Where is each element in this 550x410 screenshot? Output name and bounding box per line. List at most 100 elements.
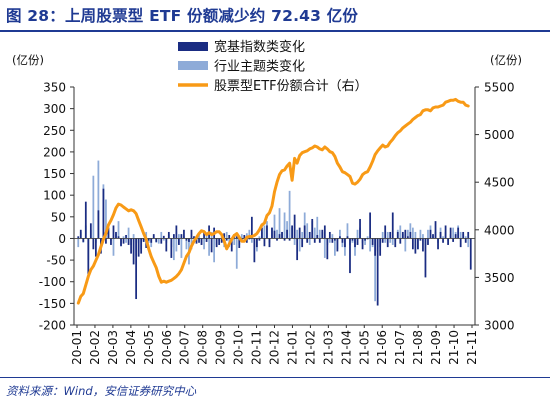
sector-bar bbox=[404, 238, 407, 252]
sector-bar bbox=[384, 238, 387, 243]
sector-bar bbox=[105, 199, 107, 239]
sector-bar bbox=[172, 238, 175, 261]
broad-bar bbox=[215, 238, 218, 248]
broad-bar bbox=[77, 236, 80, 239]
broad-bar bbox=[273, 230, 276, 239]
broad-bar bbox=[389, 231, 392, 239]
sector-bar bbox=[467, 238, 470, 248]
broad-bar bbox=[457, 227, 460, 239]
broad-bar bbox=[92, 238, 95, 250]
broad-bar bbox=[308, 231, 311, 239]
broad-bar bbox=[391, 212, 394, 239]
sector-bar bbox=[366, 236, 369, 239]
x-tick-label: 20-10 bbox=[232, 330, 246, 365]
sector-bar bbox=[339, 229, 341, 239]
broad-bar bbox=[359, 218, 361, 239]
source-rule bbox=[0, 377, 550, 378]
broad-bar bbox=[334, 238, 336, 241]
sector-bar bbox=[354, 238, 356, 256]
broad-bar bbox=[243, 234, 246, 239]
broad-bar bbox=[376, 238, 379, 306]
broad-bar bbox=[283, 238, 286, 241]
sector-bar bbox=[369, 238, 371, 252]
broad-bar bbox=[364, 238, 366, 241]
broad-bar bbox=[361, 238, 364, 250]
broad-bar bbox=[135, 238, 138, 300]
broad-bar bbox=[210, 238, 213, 253]
broad-bar bbox=[203, 231, 205, 239]
sector-bar bbox=[414, 231, 417, 239]
sector-bar bbox=[406, 229, 409, 239]
broad-bar bbox=[142, 238, 145, 242]
broad-bar bbox=[152, 234, 155, 239]
broad-bar bbox=[286, 229, 288, 239]
sector-bar bbox=[235, 238, 238, 269]
broad-bar bbox=[110, 238, 112, 245]
broad-bar bbox=[122, 238, 125, 244]
broad-bar bbox=[296, 238, 299, 261]
broad-bar bbox=[105, 238, 107, 244]
x-tick-label: 20-11 bbox=[250, 330, 264, 365]
sector-bar bbox=[263, 225, 266, 239]
sector-bar bbox=[203, 238, 205, 250]
broad-bar bbox=[371, 238, 374, 245]
sector-bar bbox=[346, 223, 349, 239]
broad-bar bbox=[256, 238, 258, 248]
broad-bar bbox=[235, 236, 238, 239]
left-axis-unit: (亿份) bbox=[12, 53, 44, 67]
broad-bar bbox=[220, 238, 223, 243]
sector-bar bbox=[180, 238, 183, 258]
legend-label: 宽基指数类变化 bbox=[214, 39, 305, 55]
sector-bar bbox=[288, 190, 291, 239]
left-tick-label: -50 bbox=[46, 254, 66, 268]
broad-bar bbox=[94, 238, 97, 257]
left-tick-label: -200 bbox=[39, 319, 66, 333]
etf-share-chart: -200 -150 -100 -50 0 50 100 150 200 250 300 350 3000… bbox=[12, 39, 522, 365]
broad-bar bbox=[120, 238, 122, 247]
broad-bar bbox=[454, 234, 457, 239]
left-tick-label: 50 bbox=[51, 210, 66, 224]
broad-bar bbox=[396, 231, 399, 239]
total-share-line bbox=[76, 97, 470, 305]
broad-bar bbox=[165, 238, 168, 252]
sector-bar bbox=[331, 234, 334, 239]
broad-bar bbox=[185, 238, 188, 241]
broad-bar bbox=[379, 238, 382, 256]
broad-bar bbox=[464, 238, 467, 243]
broad-bar bbox=[409, 231, 412, 239]
source-note: 资料来源：Wind，安信证券研究中心 bbox=[6, 384, 197, 398]
broad-bar bbox=[107, 227, 110, 239]
broad-bar bbox=[417, 238, 419, 250]
right-tick-label: 4500 bbox=[484, 176, 515, 190]
sector-bar bbox=[160, 231, 163, 239]
broad-bar bbox=[341, 238, 344, 243]
broad-bar bbox=[381, 238, 384, 243]
broad-bar bbox=[432, 234, 434, 239]
broad-bar bbox=[261, 227, 263, 239]
broad-bar bbox=[331, 238, 334, 243]
sector-bar bbox=[298, 238, 301, 252]
broad-bar bbox=[427, 238, 429, 245]
x-tick-label: 20-09 bbox=[214, 330, 228, 365]
sector-bar bbox=[422, 234, 424, 239]
x-tick-label: 20-07 bbox=[178, 330, 192, 365]
chart-title: 图 28：上周股票型 ETF 份额减少约 72.43 亿份 bbox=[6, 7, 359, 25]
broad-bar bbox=[132, 238, 135, 265]
x-tick-label: 20-12 bbox=[268, 330, 282, 365]
broad-bar bbox=[411, 238, 414, 250]
sector-bar bbox=[248, 229, 251, 239]
sector-bar bbox=[117, 221, 120, 239]
broad-bar bbox=[170, 238, 173, 258]
sector-bar bbox=[409, 223, 412, 239]
x-tick-label: 21-01 bbox=[285, 330, 299, 365]
sector-bar bbox=[296, 229, 299, 239]
right-axis-unit: (亿份) bbox=[490, 53, 522, 67]
broad-bar bbox=[462, 231, 465, 239]
broad-bar bbox=[351, 238, 354, 241]
sector-bar bbox=[389, 238, 392, 243]
sector-bar bbox=[278, 208, 281, 239]
sector-bar bbox=[240, 234, 243, 239]
sector-bar bbox=[125, 238, 127, 243]
broad-bar bbox=[439, 231, 442, 239]
broad-bar bbox=[102, 188, 105, 239]
